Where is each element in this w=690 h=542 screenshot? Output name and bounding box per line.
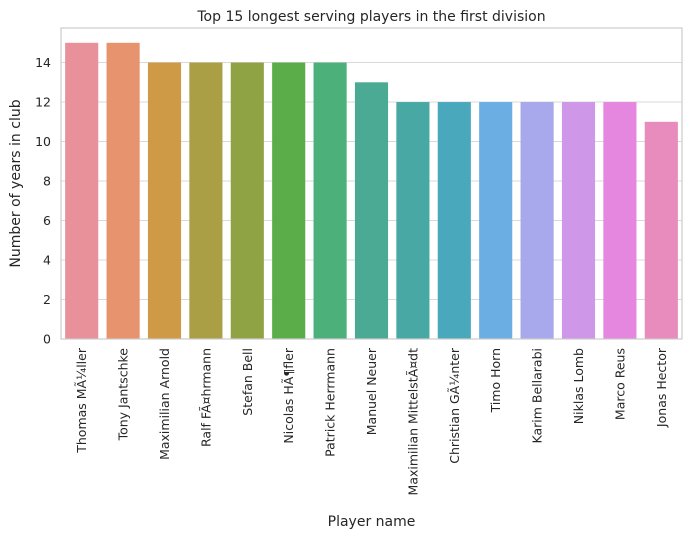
x-tick-label: Maximilian Arnold (157, 348, 172, 460)
x-tick-label: Patrick Herrmann (323, 348, 338, 457)
y-tick-label: 12 (35, 95, 51, 110)
x-tick-label: Tony Jantschke (116, 348, 131, 442)
chart-title: Top 15 longest serving players in the fi… (196, 9, 545, 25)
y-tick-labels: 0 2 4 6 8 10 12 14 (35, 55, 51, 346)
x-tick-labels: Thomas MÃ¼ller Tony Jantschke Maximilian A… (74, 347, 669, 495)
bar (396, 102, 430, 339)
bar (272, 62, 306, 340)
bar (520, 102, 554, 339)
bar (230, 62, 264, 340)
bar (437, 102, 471, 339)
y-tick-label: 0 (43, 332, 51, 347)
x-tick-label: Nicolas HÃ¶fler (281, 347, 296, 443)
x-axis-label: Player name (328, 514, 416, 530)
bar (313, 62, 347, 340)
y-axis-label: Number of years in club (8, 99, 24, 267)
bar (354, 82, 389, 340)
bars (65, 42, 678, 340)
bar (189, 62, 223, 340)
x-tick-label: Ralf FÃ¤hrmann (198, 348, 213, 447)
y-tick-label: 14 (35, 55, 51, 70)
bar (561, 102, 596, 339)
x-tick-label: Stefan Bell (240, 348, 255, 416)
bar (644, 121, 678, 340)
x-tick-label: Niklas Lomb (571, 348, 586, 424)
y-tick-label: 8 (43, 174, 51, 189)
bar (65, 42, 99, 340)
x-tick-label: Maximilian MittelstÃ¤dt (405, 348, 420, 496)
y-tick-label: 4 (43, 253, 51, 268)
bar (603, 102, 637, 339)
y-tick-label: 2 (43, 292, 51, 307)
x-tick-label: Manuel Neuer (364, 347, 379, 435)
x-tick-label: Christian GÃ¼nter (447, 347, 462, 464)
x-tick-label: Karim Bellarabi (530, 348, 545, 443)
x-tick-label: Thomas MÃ¼ller (74, 347, 89, 454)
bar (147, 62, 182, 340)
y-tick-label: 10 (35, 134, 51, 149)
bar (106, 42, 140, 340)
x-tick-label: Marco Reus (612, 348, 627, 420)
y-tick-label: 6 (43, 213, 51, 228)
plot-frame (60, 27, 683, 340)
x-tick-label: Jonas Hector (654, 347, 669, 428)
x-tick-label: Timo Horn (488, 348, 503, 413)
bar (479, 102, 513, 339)
